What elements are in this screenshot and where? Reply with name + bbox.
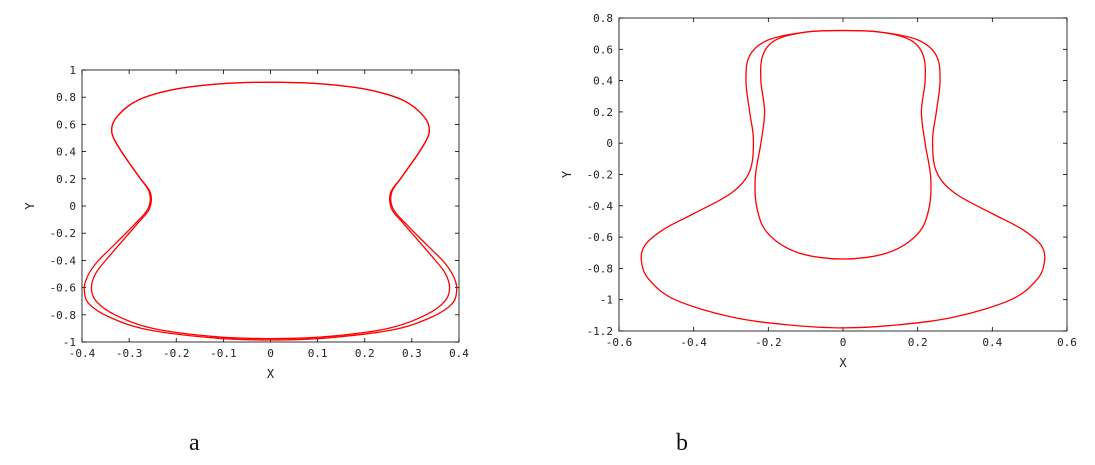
y-tick-label: -0.8	[50, 309, 77, 322]
panel-label-b: b	[676, 430, 688, 456]
x-tick-label: 0	[840, 336, 847, 349]
y-tick-label: 0.6	[593, 43, 613, 56]
series-1-curve	[640, 29, 1046, 329]
x-tick-label: 0.4	[982, 336, 1002, 349]
series-1-curve	[90, 81, 451, 340]
chart-panel-b: -0.6 -0.4 -0.2 0 0.2 0.4 0.6 0.8 0.6 0.4 0.2 0 -0.2 -…	[530, 0, 1095, 400]
y-tick-label: -0.4	[587, 200, 614, 213]
y-tick-label: -0.6	[587, 231, 614, 244]
y-tick-label: -1	[600, 294, 613, 307]
y-tick-label: 0.4	[56, 146, 76, 159]
x-tick-label: 0.4	[449, 347, 469, 360]
x-axis-title: X	[839, 356, 847, 370]
series-2-curve	[754, 29, 932, 260]
x-axis-title: X	[267, 367, 275, 381]
x-tick-label: -0.2	[755, 336, 782, 349]
panel-label-a: a	[189, 430, 200, 456]
x-tick-label: 0.2	[908, 336, 928, 349]
x-tick-label: 0.2	[355, 347, 375, 360]
x-tick-label: -0.3	[116, 347, 143, 360]
y-tick-label: 0	[69, 200, 76, 213]
y-tick-label: 0.2	[593, 106, 613, 119]
y-tick-label: -0.4	[50, 254, 77, 267]
x-tick-label: -0.2	[163, 347, 190, 360]
y-axis-title: Y	[23, 202, 37, 210]
x-tick-label: 0.1	[308, 347, 328, 360]
chart-panel-a: -0.4 -0.3 -0.2 -0.1 0 0.1 0.2 0.3 0.4 1 0.8 0.6 0.4 0…	[0, 0, 520, 400]
y-tick-label: -1.2	[587, 325, 614, 338]
y-tick-label: 0.4	[593, 75, 613, 88]
x-tick-label: -0.1	[210, 347, 237, 360]
x-tick-label: -0.4	[680, 336, 707, 349]
x-tick-label: -0.6	[606, 336, 633, 349]
plot-frame	[81, 69, 460, 343]
y-axis-title: Y	[560, 170, 574, 178]
y-tick-label: 1	[69, 64, 76, 77]
x-tick-label: 0	[267, 347, 274, 360]
x-tick-label: 0.3	[402, 347, 422, 360]
y-tick-label: 0.2	[56, 173, 76, 186]
series-2-curve	[83, 81, 458, 341]
x-tick-label: 0.6	[1057, 336, 1077, 349]
y-tick-label: -0.2	[587, 169, 614, 182]
y-tick-label: -1	[63, 336, 76, 349]
x-tick-label: -0.4	[69, 347, 96, 360]
y-tick-label: -0.6	[50, 282, 77, 295]
plot-frame	[618, 17, 1068, 332]
y-tick-label: -0.2	[50, 227, 77, 240]
y-tick-label: 0.8	[593, 12, 613, 25]
chart-b-plot: -0.6 -0.4 -0.2 0 0.2 0.4 0.6 0.8 0.6 0.4 0.2 0 -0.2 -…	[560, 12, 1077, 370]
y-tick-label: -0.8	[587, 262, 614, 275]
y-tick-label: 0	[606, 137, 613, 150]
y-tick-label: 0.6	[56, 118, 76, 131]
y-tick-label: 0.8	[56, 91, 76, 104]
chart-a-plot: -0.4 -0.3 -0.2 -0.1 0 0.1 0.2 0.3 0.4 1 0.8 0.6 0.4 0…	[23, 64, 469, 381]
